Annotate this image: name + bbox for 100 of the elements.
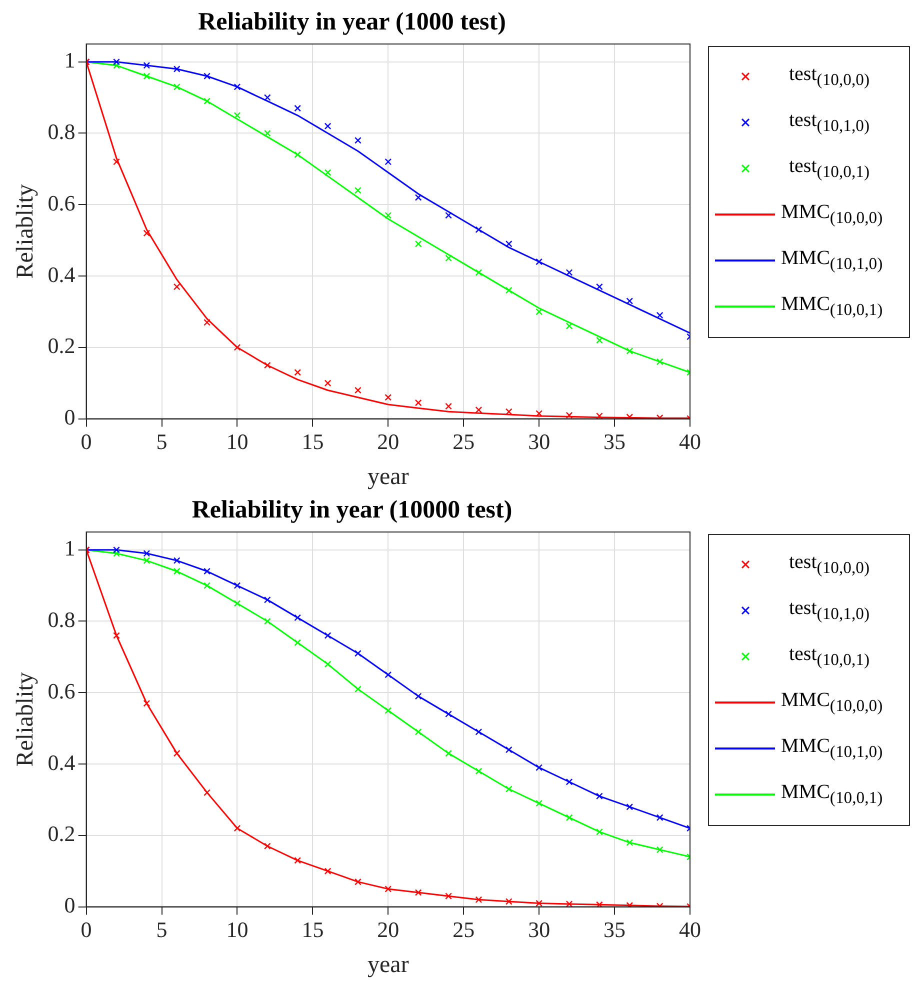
legend-label: test$_{(10,0,0)}$ bbox=[789, 62, 870, 90]
y-tick-label: 0.6 bbox=[48, 678, 76, 704]
x-tick-label: 30 bbox=[528, 428, 550, 454]
point bbox=[445, 402, 452, 410]
legend-label: MMC$_{(10,0,0)}$ bbox=[781, 688, 883, 716]
point bbox=[505, 240, 512, 248]
point bbox=[264, 618, 271, 625]
point bbox=[445, 212, 452, 219]
point bbox=[294, 104, 302, 112]
y-tick-label: 0.2 bbox=[48, 821, 76, 846]
x-tick-label: 10 bbox=[226, 916, 248, 942]
point bbox=[536, 308, 543, 316]
point bbox=[143, 230, 150, 237]
point bbox=[354, 136, 362, 144]
point bbox=[445, 892, 452, 900]
point bbox=[264, 596, 271, 604]
point bbox=[324, 660, 332, 668]
point bbox=[294, 856, 302, 864]
point bbox=[173, 83, 180, 90]
x-tick-label: 0 bbox=[80, 916, 92, 942]
point bbox=[234, 83, 241, 90]
point bbox=[113, 632, 120, 639]
point bbox=[445, 254, 452, 262]
point bbox=[204, 318, 210, 326]
point bbox=[264, 362, 271, 369]
point bbox=[626, 803, 634, 810]
y-tick-label: 1 bbox=[64, 536, 76, 561]
point bbox=[113, 550, 120, 557]
point bbox=[204, 568, 210, 575]
y-tick-label: 0.8 bbox=[48, 607, 76, 632]
y-tick-label: 1 bbox=[64, 48, 76, 73]
point bbox=[536, 410, 543, 417]
point bbox=[384, 671, 392, 678]
legend-label: MMC$_{(10,1,0)}$ bbox=[781, 246, 883, 274]
chart-title: Reliability in year (1000 test) bbox=[198, 8, 506, 36]
point bbox=[354, 386, 362, 394]
point bbox=[414, 889, 422, 896]
point bbox=[566, 814, 573, 821]
point bbox=[656, 814, 664, 821]
x-tick-label: 35 bbox=[604, 428, 626, 454]
y-axis-title: Reliablity bbox=[12, 184, 39, 279]
point bbox=[566, 900, 573, 907]
point bbox=[596, 283, 603, 290]
point bbox=[324, 169, 332, 176]
x-axis-title: year bbox=[368, 464, 409, 490]
point bbox=[626, 298, 634, 304]
x-tick-label: 40 bbox=[679, 916, 701, 942]
legend-label: MMC$_{(10,1,0)}$ bbox=[781, 734, 883, 762]
x-tick-label: 25 bbox=[452, 428, 475, 454]
point bbox=[234, 344, 241, 351]
point bbox=[414, 728, 422, 736]
point bbox=[475, 406, 482, 414]
x-tick-label: 5 bbox=[156, 428, 168, 454]
point bbox=[475, 768, 482, 775]
point bbox=[475, 728, 482, 736]
point bbox=[414, 240, 422, 248]
point bbox=[596, 828, 603, 836]
point bbox=[143, 557, 150, 564]
legend-label: MMC$_{(10,0,0)}$ bbox=[781, 200, 883, 228]
y-axis-title: Reliablity bbox=[12, 672, 39, 767]
x-tick-label: 20 bbox=[377, 916, 400, 942]
point bbox=[173, 557, 180, 564]
point bbox=[414, 692, 422, 700]
point bbox=[626, 839, 634, 846]
point bbox=[445, 750, 452, 757]
point bbox=[324, 632, 332, 639]
point bbox=[324, 380, 332, 387]
point bbox=[566, 412, 573, 419]
point bbox=[234, 600, 241, 607]
point bbox=[264, 130, 271, 137]
point bbox=[143, 700, 150, 707]
y-tick-label: 0 bbox=[64, 404, 76, 430]
legend-label: test$_{(10,1,0)}$ bbox=[789, 108, 870, 136]
point bbox=[113, 62, 120, 69]
point bbox=[204, 98, 210, 105]
y-tick-label: 0.6 bbox=[48, 190, 76, 216]
point bbox=[536, 764, 543, 772]
point bbox=[414, 399, 422, 406]
point bbox=[234, 582, 241, 589]
point bbox=[505, 786, 512, 792]
x-tick-label: 15 bbox=[302, 428, 324, 454]
point bbox=[566, 322, 573, 330]
point bbox=[204, 789, 210, 796]
y-tick-label: 0.2 bbox=[48, 333, 76, 358]
y-tick-label: 0.4 bbox=[48, 750, 76, 775]
point bbox=[354, 686, 362, 692]
x-tick-label: 10 bbox=[226, 428, 248, 454]
point bbox=[475, 896, 482, 904]
point bbox=[384, 886, 392, 892]
point bbox=[324, 122, 332, 130]
legend-label: test$_{(10,0,1)}$ bbox=[789, 642, 870, 670]
point bbox=[536, 900, 543, 907]
point bbox=[113, 546, 120, 554]
point bbox=[656, 358, 664, 366]
point bbox=[113, 158, 120, 166]
legend-label: MMC$_{(10,0,1)}$ bbox=[781, 292, 883, 320]
point bbox=[204, 582, 210, 589]
point bbox=[294, 639, 302, 646]
point bbox=[414, 194, 422, 201]
point bbox=[204, 72, 210, 80]
